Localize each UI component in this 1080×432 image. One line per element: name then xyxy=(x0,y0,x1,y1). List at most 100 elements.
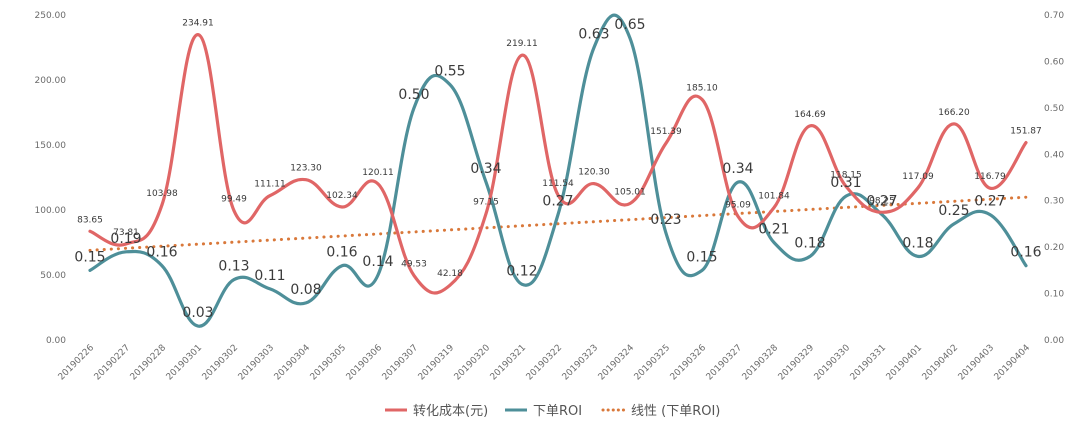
x-axis-tick-label: 20190329 xyxy=(777,343,817,383)
roi-point xyxy=(160,264,164,267)
x-axis-tick-label: 20190321 xyxy=(489,343,528,382)
roi-data-label: 0.03 xyxy=(182,305,213,321)
roi-data-label: 0.65 xyxy=(614,17,645,33)
legend-label-trend: 线性 (下单ROI) xyxy=(631,404,720,419)
x-axis-tick-label: 20190319 xyxy=(417,343,457,383)
cost-data-label: 234.91 xyxy=(182,19,214,29)
x-axis-tick-label: 20190228 xyxy=(129,343,169,383)
cost-data-label: 219.11 xyxy=(506,39,538,49)
roi-data-label: 0.16 xyxy=(1010,245,1041,261)
cost-data-label: 164.69 xyxy=(794,110,826,120)
cost-data-label: 123.30 xyxy=(290,164,322,174)
x-axis-tick-label: 20190320 xyxy=(453,343,493,383)
cost-data-label: 101.84 xyxy=(758,192,790,202)
roi-point xyxy=(808,255,812,258)
x-axis-tick-label: 20190306 xyxy=(345,343,385,383)
cost-data-label: 185.10 xyxy=(686,83,718,93)
x-axis-tick-label: 20190330 xyxy=(813,343,853,383)
series-line-roi xyxy=(88,13,1028,328)
roi-data-label: 0.21 xyxy=(758,222,789,238)
roi-data-label: 0.23 xyxy=(650,212,681,228)
cost-point xyxy=(124,242,128,246)
cost-data-label: 99.49 xyxy=(221,195,247,205)
right-axis-tick-label: 0.70 xyxy=(1044,11,1064,21)
roi-data-label: 0.16 xyxy=(146,245,177,261)
right-axis-tick-label: 0.50 xyxy=(1044,104,1064,114)
x-axis-tick-label: 20190305 xyxy=(309,343,348,382)
x-axis-tick-label: 20190402 xyxy=(921,343,960,382)
roi-point xyxy=(700,269,704,272)
left-y-axis: 0.00 50.00 100.00 150.00 200.00 250.00 xyxy=(35,11,67,346)
roi-point xyxy=(484,180,488,184)
roi-data-label: 0.15 xyxy=(74,249,105,265)
x-axis-tick-label: 20190226 xyxy=(57,343,97,383)
roi-point xyxy=(376,273,380,277)
x-axis-tick-label: 20190325 xyxy=(633,343,672,382)
left-axis-tick-label: 150.00 xyxy=(35,141,67,151)
cost-point xyxy=(232,209,236,212)
cost-data-label: 116.79 xyxy=(974,172,1006,182)
cost-point xyxy=(844,185,848,188)
roi-data-label: 0.11 xyxy=(254,268,285,284)
cost-point xyxy=(988,186,992,190)
roi-point xyxy=(232,278,236,281)
roi-data-label: 0.18 xyxy=(902,235,933,251)
trendline-roi xyxy=(88,195,1028,252)
x-axis-tick-label: 20190401 xyxy=(885,343,924,382)
left-axis-tick-label: 200.00 xyxy=(35,76,67,86)
x-axis-tick-label: 20190324 xyxy=(597,343,637,383)
cost-data-label: 111.54 xyxy=(542,179,574,189)
roi-point xyxy=(952,222,956,226)
roi-point xyxy=(412,106,416,110)
cost-point xyxy=(556,193,560,197)
roi-point xyxy=(340,264,344,267)
roi-data-label: 0.50 xyxy=(398,87,429,103)
cost-point xyxy=(520,53,524,57)
roi-point xyxy=(628,37,632,40)
cost-data-label: 83.65 xyxy=(77,215,103,225)
roi-point xyxy=(304,301,308,305)
x-axis-tick-label: 20190307 xyxy=(381,343,420,382)
legend-label-roi: 下单ROI xyxy=(533,404,582,419)
left-axis-tick-label: 0.00 xyxy=(46,336,66,346)
roi-point xyxy=(880,213,884,216)
cost-point xyxy=(916,186,920,189)
roi-data-label: 0.18 xyxy=(794,235,825,251)
cost-data-label: 103.98 xyxy=(146,189,178,199)
cost-data-label: 120.11 xyxy=(362,168,394,178)
roi-point xyxy=(196,324,200,328)
cost-point xyxy=(88,230,92,233)
cost-data-label: 166.20 xyxy=(938,108,970,118)
right-y-axis: 0.00 0.10 0.20 0.30 0.40 0.50 0.60 0.70 xyxy=(1044,11,1064,346)
x-axis-tick-label: 20190323 xyxy=(561,343,600,382)
cost-point xyxy=(628,202,632,205)
roi-data-label: 0.27 xyxy=(974,194,1005,210)
cost-data-label: 95.09 xyxy=(725,200,751,210)
series-line-cost xyxy=(88,33,1028,295)
cost-point xyxy=(808,124,812,128)
x-axis-tick-label: 20190322 xyxy=(525,343,564,382)
cost-data-label: 151.87 xyxy=(1010,127,1042,137)
roi-point xyxy=(772,241,776,244)
roi-data-label: 0.34 xyxy=(470,161,501,177)
left-axis-tick-label: 100.00 xyxy=(35,206,67,216)
right-axis-tick-label: 0.30 xyxy=(1044,197,1064,207)
roi-data-label: 0.13 xyxy=(218,259,249,275)
roi-point xyxy=(844,194,848,198)
x-axis-tick-label: 20190302 xyxy=(201,343,240,382)
right-axis-tick-label: 0.20 xyxy=(1044,243,1064,253)
roi-point xyxy=(556,213,560,216)
roi-point xyxy=(88,269,92,272)
roi-point xyxy=(592,46,596,49)
roi-point xyxy=(988,213,992,216)
roi-data-label: 0.15 xyxy=(686,249,717,265)
legend: 转化成本(元) 下单ROI 线性 (下单ROI) xyxy=(385,404,720,419)
cost-data-label: 118.15 xyxy=(830,170,862,180)
roi-data-label: 0.31 xyxy=(830,175,861,191)
cost-point xyxy=(412,274,416,277)
cost-point xyxy=(772,206,776,209)
roi-data-label: 0.25 xyxy=(938,203,969,219)
x-axis-tick-label: 20190404 xyxy=(993,343,1033,383)
cost-point xyxy=(664,141,668,145)
